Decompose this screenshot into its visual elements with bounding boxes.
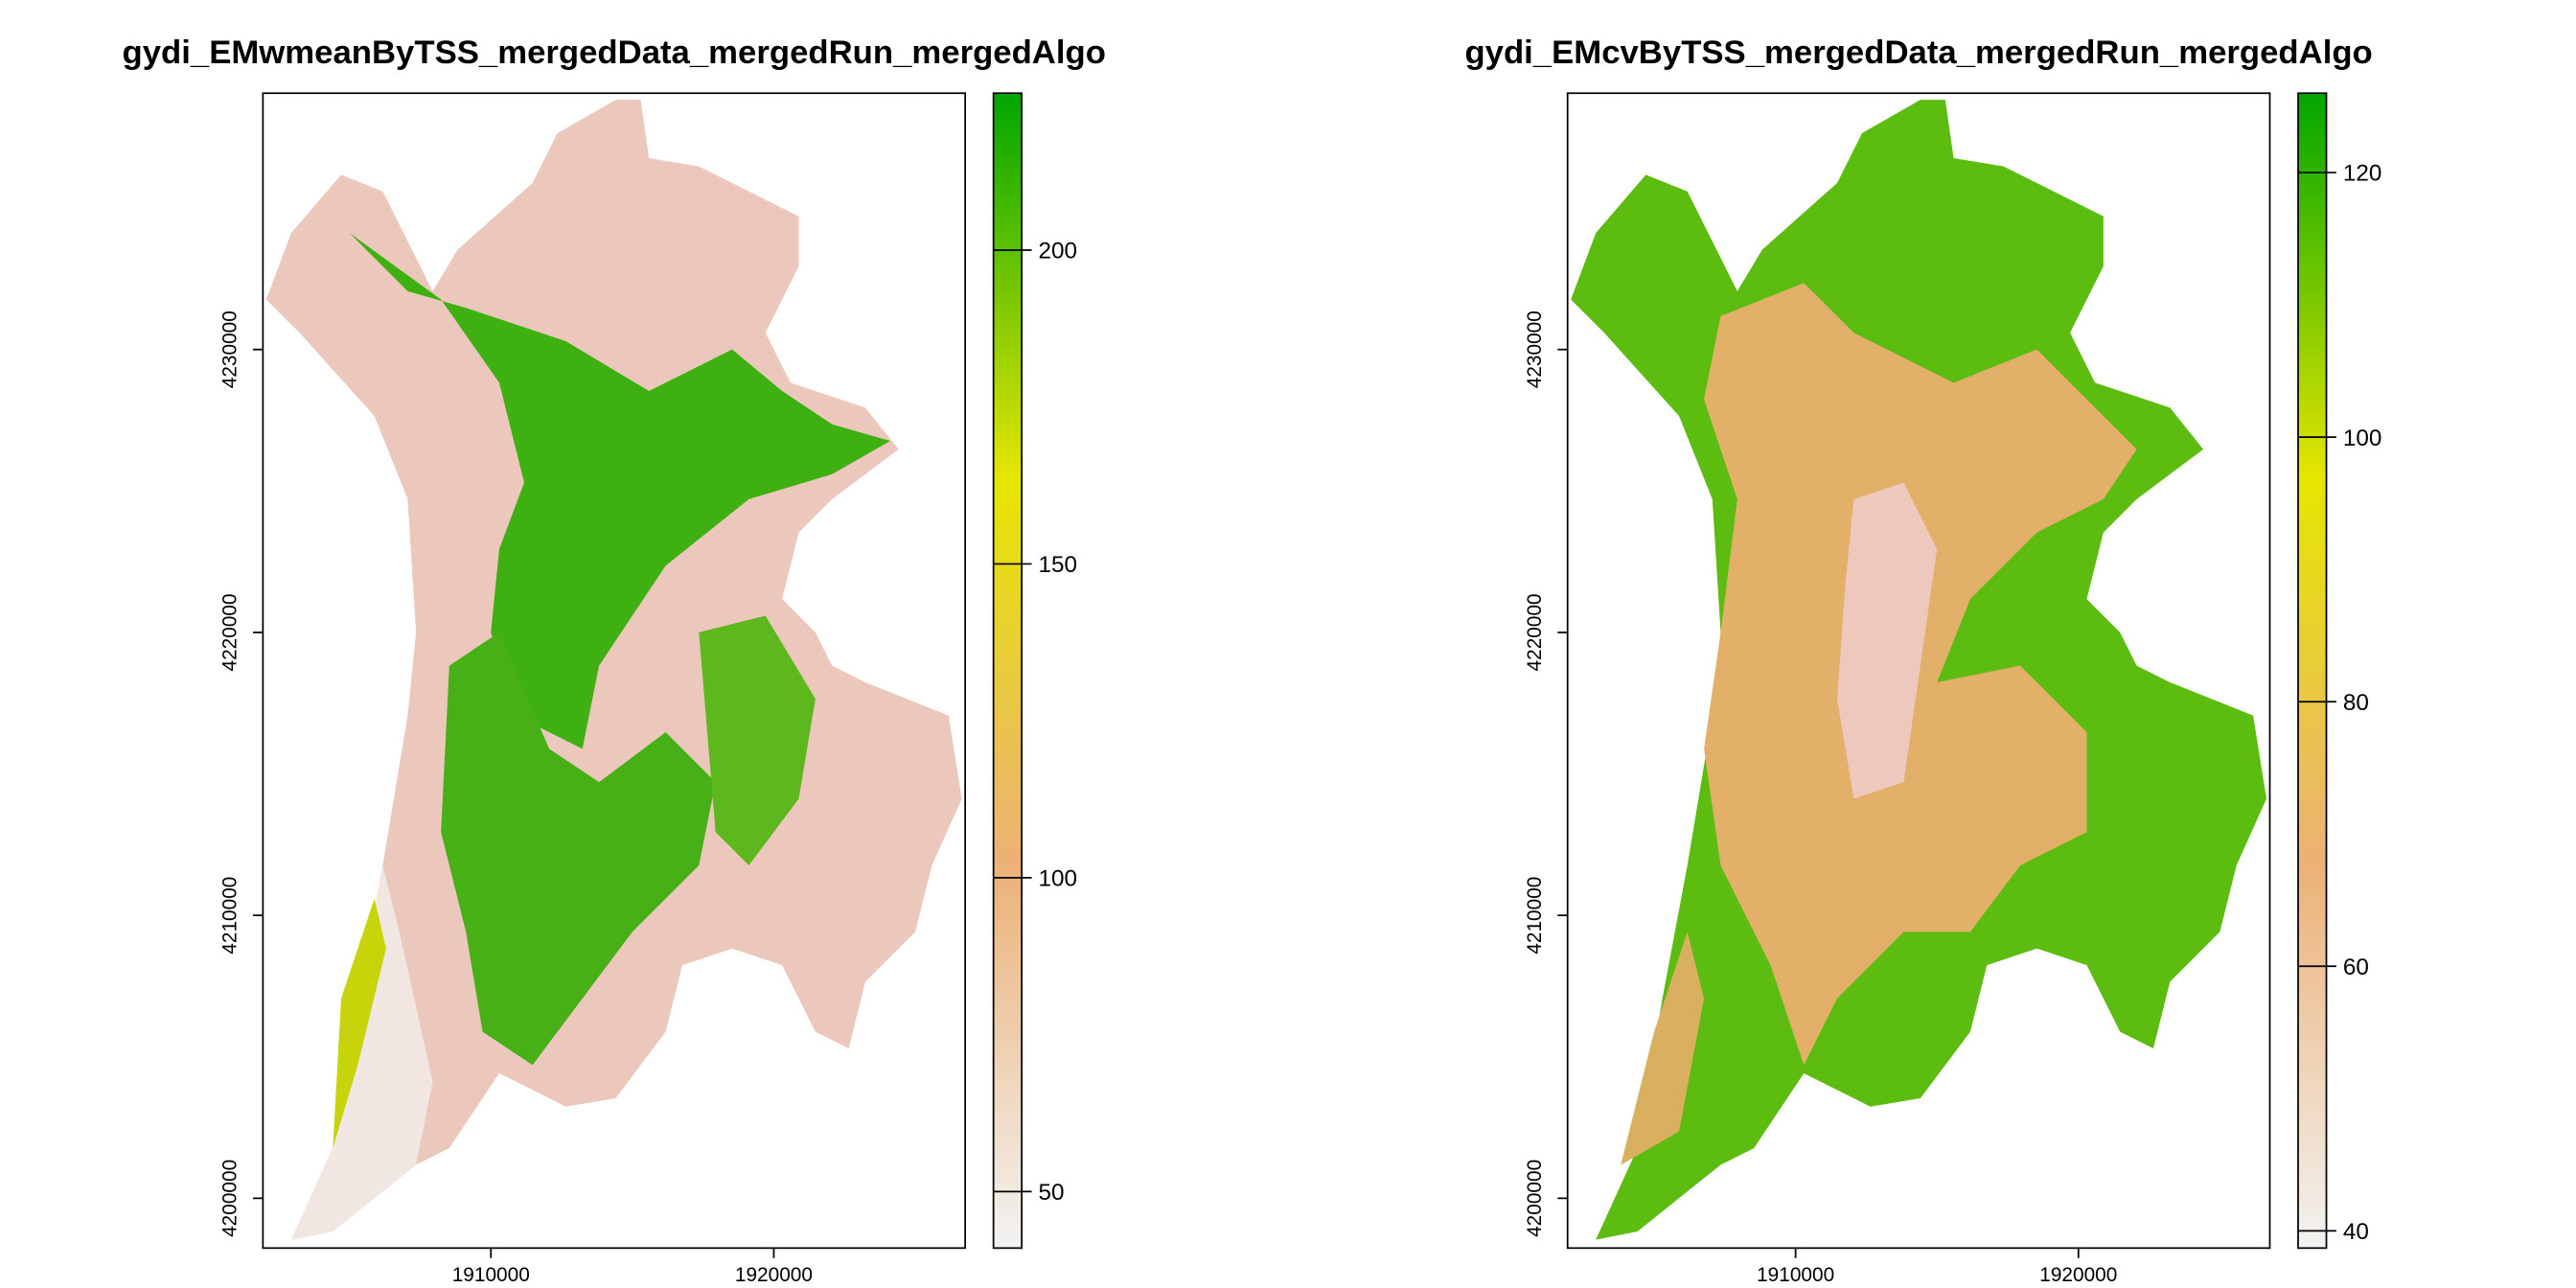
colorbar bbox=[2297, 92, 2328, 1250]
colorbar-tick-label: 50 bbox=[1039, 1180, 1065, 1206]
map-patch bbox=[441, 632, 716, 1066]
map-patch bbox=[1704, 283, 2137, 1066]
map-patch bbox=[1837, 482, 1938, 799]
colorbar-tick-label: 100 bbox=[2343, 426, 2382, 451]
raster-map bbox=[1571, 100, 2267, 1240]
colorbar-tick-label: 60 bbox=[2343, 954, 2369, 980]
raster-map bbox=[265, 100, 962, 1240]
colorbar-tick-label: 80 bbox=[2343, 690, 2369, 716]
map-region bbox=[265, 100, 962, 1240]
map-patch bbox=[699, 615, 816, 865]
colorbar-tick-label: 100 bbox=[1039, 866, 1078, 892]
x-tick-label: 1910000 bbox=[1757, 1264, 1834, 1286]
x-tick-label: 1920000 bbox=[735, 1264, 813, 1286]
plot-frame bbox=[262, 92, 966, 1250]
y-tick-label: 4220000 bbox=[1524, 593, 1546, 671]
chart-title: gydi_EMwmeanByTSS_mergedData_mergedRun_m… bbox=[123, 34, 1106, 71]
y-tick-label: 4220000 bbox=[219, 593, 242, 671]
map-patch bbox=[349, 233, 890, 749]
colorbar-tick-label: 40 bbox=[2343, 1219, 2369, 1245]
plot-frame bbox=[1566, 92, 2271, 1250]
colorbar-tick-label: 200 bbox=[1039, 239, 1078, 264]
map-shade bbox=[290, 864, 433, 1240]
y-tick-label: 4210000 bbox=[1524, 877, 1546, 954]
colorbar bbox=[992, 92, 1024, 1250]
colorbar-tick-label: 150 bbox=[1039, 552, 1078, 578]
x-tick-label: 1920000 bbox=[2039, 1264, 2117, 1286]
map-patch bbox=[333, 898, 386, 1149]
y-tick-label: 4230000 bbox=[219, 310, 242, 388]
y-tick-label: 4200000 bbox=[219, 1160, 242, 1237]
x-tick-label: 1910000 bbox=[452, 1264, 530, 1286]
y-tick-label: 4210000 bbox=[219, 877, 242, 954]
colorbar-tick-label: 120 bbox=[2343, 161, 2382, 187]
map-patch bbox=[1621, 932, 1705, 1165]
y-tick-label: 4200000 bbox=[1524, 1160, 1546, 1237]
chart-title: gydi_EMcvByTSS_mergedData_mergedRun_merg… bbox=[1464, 34, 2372, 71]
y-tick-label: 4230000 bbox=[1524, 310, 1546, 388]
